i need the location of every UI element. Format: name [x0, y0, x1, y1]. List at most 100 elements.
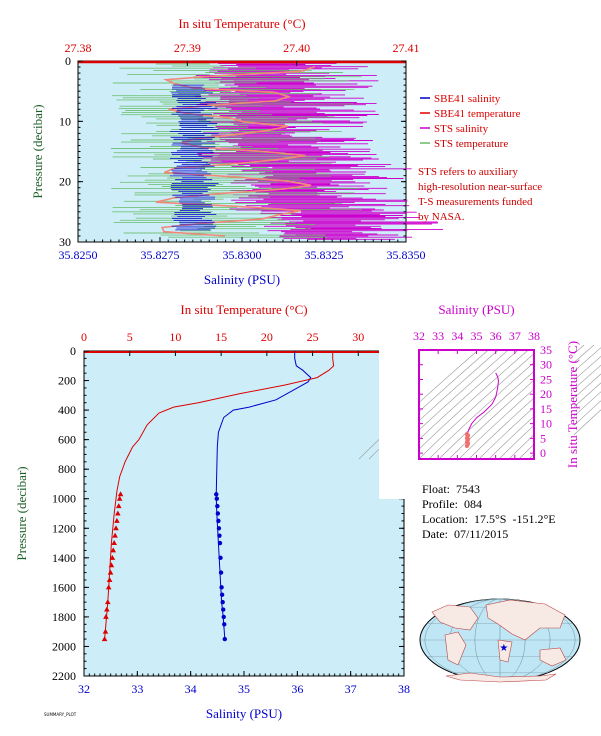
y-tick-label: 600 [58, 433, 76, 447]
temperature-marker [104, 599, 111, 605]
series-sts-temperature-smoothed [155, 66, 315, 237]
top-tick-label: 30 [352, 330, 364, 344]
x-tick-label: 35.8350 [387, 248, 426, 262]
salinity-marker [215, 511, 221, 516]
top-tick-label: 25 [307, 330, 319, 344]
date: Date: 07/11/2015 [422, 527, 509, 541]
float-id: Float: 7543 [422, 482, 481, 496]
ts-top-tick-label: 36 [490, 329, 502, 343]
salinity-marker [215, 503, 220, 509]
x-axis-title: Salinity (PSU) [206, 706, 282, 721]
y-tick-label: 2000 [52, 639, 76, 653]
temperature-marker [102, 628, 109, 634]
temperature-marker [117, 491, 124, 497]
contour-mask-top [419, 310, 534, 350]
y-axis-title: Pressure (decibar) [30, 104, 45, 198]
ts-top-tick-label: 32 [413, 329, 425, 343]
y-tick-label: 1000 [52, 492, 76, 506]
ts-top-tick-label: 33 [432, 329, 444, 343]
x-tick-label: 35.8300 [223, 248, 262, 262]
temperature-marker [112, 532, 118, 538]
y-axis-title: Pressure (decibar) [14, 466, 29, 560]
ts-right-tick-label: 35 [540, 343, 552, 357]
contour-mask-left [379, 310, 419, 499]
salinity-marker [220, 599, 225, 605]
temperature-marker [104, 606, 110, 612]
map-landmass [431, 604, 479, 631]
top-tick-label: 0 [81, 330, 87, 344]
y-tick-label: 0 [65, 54, 71, 68]
temperature-marker [107, 569, 114, 575]
salinity-marker [221, 607, 226, 612]
y-tick-label: 20 [59, 175, 71, 189]
x-tick-label: 37 [345, 682, 357, 696]
ts-top-tick-label: 37 [509, 329, 521, 343]
salinity-marker [218, 555, 223, 561]
temperature-marker [106, 576, 113, 582]
temperature-marker [116, 495, 123, 501]
ts-right-tick-label: 0 [540, 446, 546, 460]
ts-right-tick-label: 15 [540, 402, 552, 416]
footer-text: SUMMARY_PLOT [44, 712, 77, 717]
map-landmass [539, 647, 567, 667]
top-tick-label: 27.40 [283, 41, 310, 55]
salinity-marker [219, 585, 224, 590]
plot-area [83, 350, 405, 677]
legend-note-line: high-resolution near-surface [418, 181, 542, 193]
ts-top-tick-label: 34 [451, 329, 463, 343]
ts-right-tick-label: 20 [540, 387, 552, 401]
temperature-marker [111, 540, 117, 546]
map-landmass [444, 631, 467, 666]
location: Location: 17.5°S -151.2°E [422, 512, 556, 526]
contour-mask-right [534, 310, 574, 499]
top-tick-label: 27.41 [393, 41, 420, 55]
salinity-marker [222, 636, 227, 642]
salinity-marker [222, 622, 227, 627]
density-contour [468, 344, 595, 460]
legend-label: SBE41 salinity [434, 93, 501, 105]
legend-note-line: T-S measurements funded [418, 196, 533, 208]
y-tick-label: 1600 [52, 580, 76, 594]
top-tick-label: 15 [215, 330, 227, 344]
temperature-marker [109, 554, 116, 560]
map-landmass [445, 672, 557, 683]
float-info: Float: 7543 Profile: 084 Location: 17.5°… [422, 482, 556, 542]
series-temperature [104, 351, 335, 640]
y-tick-label: 0 [70, 344, 76, 358]
salinity-marker [216, 518, 221, 524]
top-tick-label: 20 [261, 330, 273, 344]
salinity-marker [218, 570, 224, 575]
series-sbe41-salinity [169, 84, 219, 231]
temperature-marker [115, 510, 121, 516]
x-tick-label: 35 [238, 682, 250, 696]
legend-note-line: STS refers to auxiliary [418, 166, 518, 178]
contour-mask-bottom [419, 459, 534, 469]
temperature-marker [114, 517, 120, 523]
x-tick-label: 35.8250 [59, 248, 98, 262]
temperature-marker [115, 503, 122, 509]
y-tick-label: 400 [58, 403, 76, 417]
top-tick-label: 27.38 [65, 41, 92, 55]
ts-top-axis-title: Salinity (PSU) [438, 302, 514, 317]
near-surface-profile-chart: 35.8250 35.8275 35.8300 35.8325 35.8350 27.38… [30, 16, 444, 287]
salinity-marker [217, 533, 222, 538]
ts-right-tick-label: 10 [540, 417, 552, 431]
top-tick-label: 5 [127, 330, 133, 344]
y-tick-label: 200 [58, 374, 76, 388]
ts-right-axis-title: In situ Temperature (°C) [565, 341, 580, 468]
x-tick-label: 32 [78, 682, 90, 696]
x-axis-title: Salinity (PSU) [204, 272, 280, 287]
temperature-marker [108, 562, 115, 568]
y-tick-label: 2200 [52, 669, 76, 683]
x-tick-label: 35.8325 [305, 248, 344, 262]
float-position-star: ★ [499, 643, 508, 654]
world-map: ★ [419, 598, 581, 683]
x-tick-label: 33 [131, 682, 143, 696]
x-tick-label: 34 [185, 682, 197, 696]
legend-label: STS temperature [434, 138, 508, 150]
top-axis-title: In situ Temperature (°C) [180, 302, 307, 317]
temperature-marker [103, 613, 109, 619]
profile-number: Profile: 084 [422, 497, 482, 511]
y-tick-label: 10 [59, 114, 71, 128]
